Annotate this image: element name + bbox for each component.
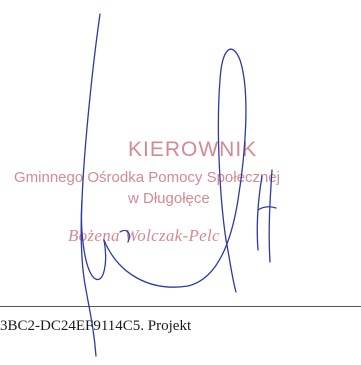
stamp-person-name: Bożena Wolczak-Pelc [68, 226, 220, 245]
stamp-place: w Długołęce [128, 190, 210, 207]
footer-divider [0, 306, 361, 307]
stamp-title: KIEROWNIK [128, 138, 258, 161]
stamp-organization: Gminnego Ośrodka Pomocy Społecznej [14, 169, 280, 186]
document-footer-text: 3BC2-DC24EF9114C5. Projekt [0, 318, 192, 334]
official-stamp: KIEROWNIK Gminnego Ośrodka Pomocy Społec… [14, 138, 280, 245]
